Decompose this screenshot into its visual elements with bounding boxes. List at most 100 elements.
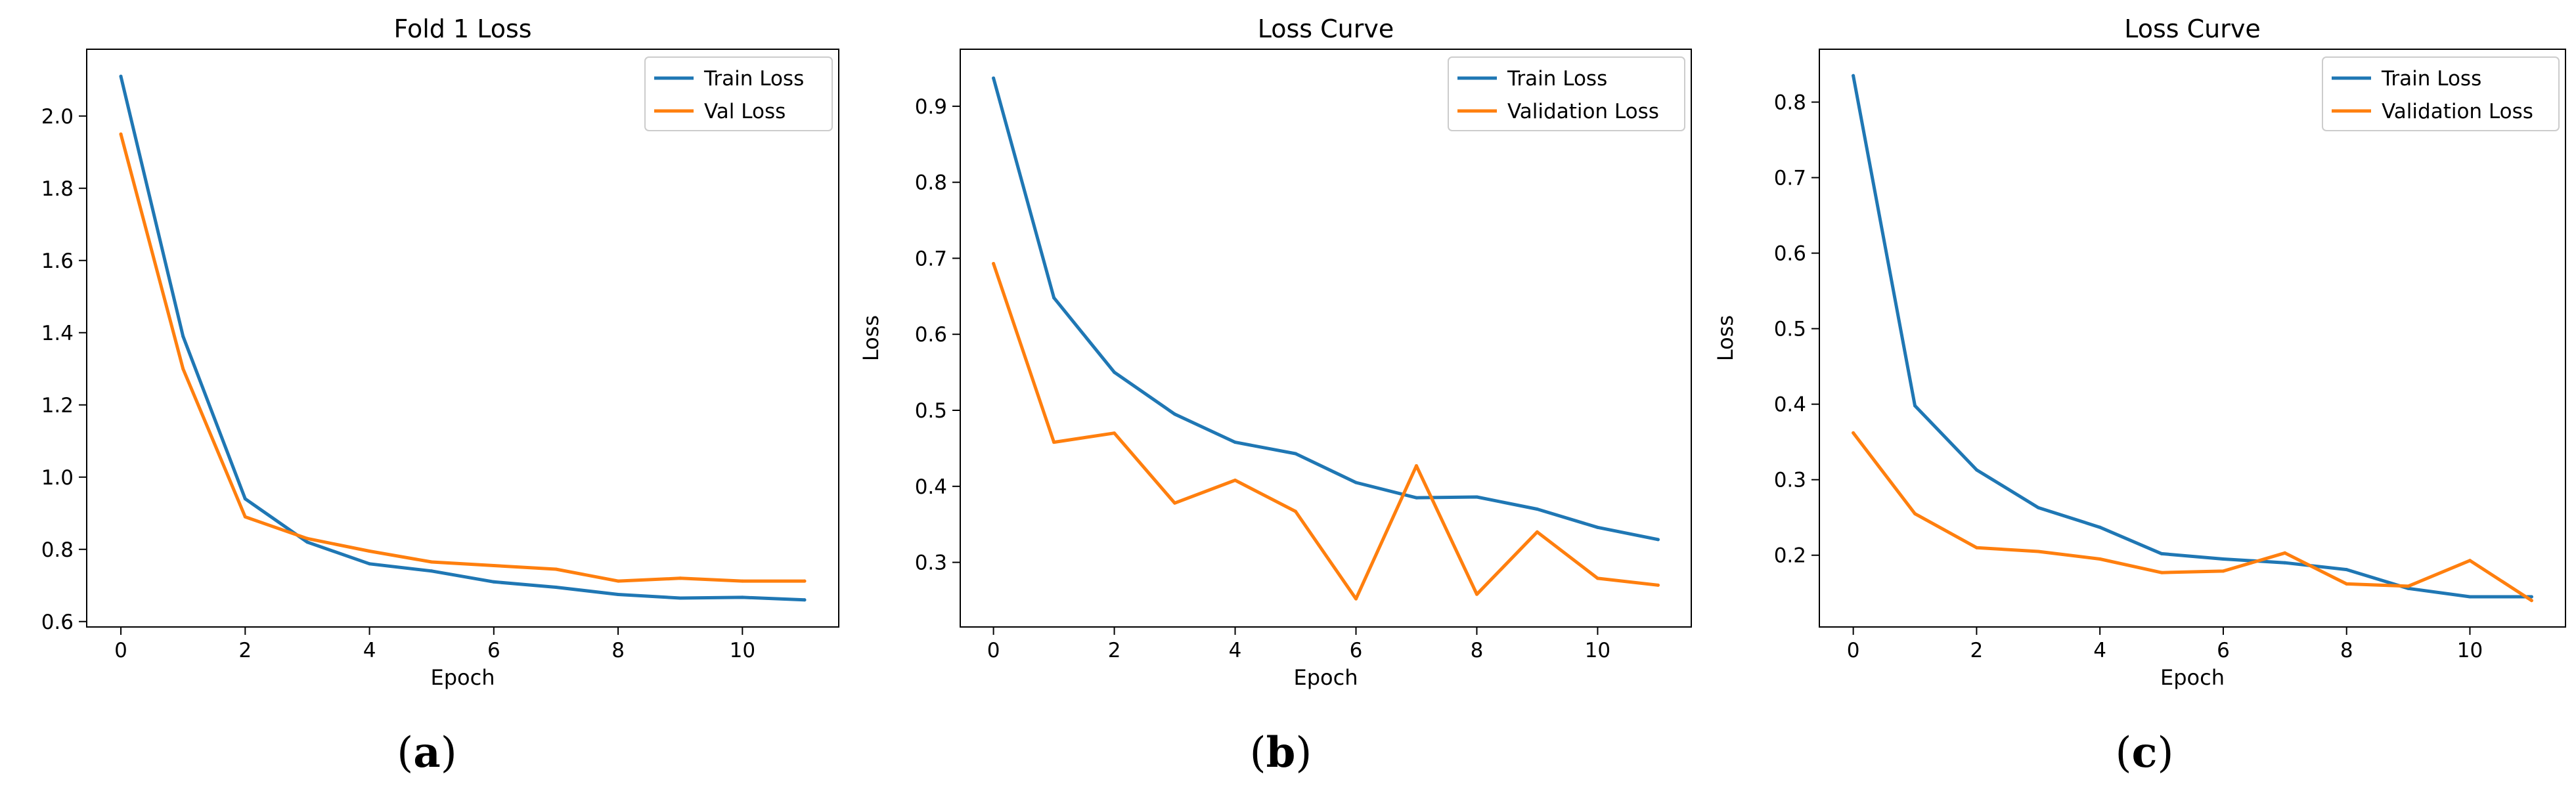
data-point — [1595, 525, 1599, 529]
data-point — [2468, 559, 2472, 563]
series-line-1 — [119, 132, 807, 583]
x-tick-label: 4 — [2093, 639, 2106, 662]
data-point — [368, 562, 372, 566]
data-point — [1852, 431, 1855, 435]
data-point — [678, 596, 682, 600]
legend: Train Loss Validation Loss — [2322, 56, 2560, 131]
data-point — [430, 569, 433, 573]
data-point — [119, 132, 123, 136]
x-tick-label: 0 — [1847, 639, 1860, 662]
data-point — [1656, 538, 1660, 542]
data-point — [1414, 464, 1418, 468]
data-point — [2407, 584, 2410, 588]
y-tick-label: 0.5 — [1774, 318, 1806, 341]
caption-close-paren: ) — [1295, 729, 1312, 777]
y-tick-label: 0.6 — [41, 611, 74, 634]
x-tick-label: 8 — [611, 639, 625, 662]
data-point — [1052, 296, 1056, 300]
y-axis-label: Loss — [1713, 315, 1738, 361]
data-point — [1595, 576, 1599, 580]
y-axis-label: Loss — [858, 315, 883, 361]
y-tick-label: 2.0 — [41, 105, 74, 129]
y-tick-label: 0.4 — [1774, 393, 1806, 417]
panel-caption: (b) — [1250, 728, 1312, 777]
data-point — [803, 579, 807, 583]
data-point — [305, 540, 309, 544]
legend: Train Loss Val Loss — [644, 56, 833, 131]
x-tick-label: 6 — [1350, 639, 1363, 662]
panel-caption: (a) — [397, 728, 456, 777]
data-point — [368, 549, 372, 553]
chart-title: Loss Curve — [1258, 14, 1394, 43]
data-point — [616, 593, 620, 596]
legend-label: Train Loss — [703, 67, 804, 91]
caption-close-paren: ) — [441, 729, 457, 777]
data-point — [1113, 370, 1117, 374]
data-point — [2468, 595, 2472, 599]
x-tick-label: 10 — [730, 639, 755, 662]
data-point — [740, 579, 744, 583]
data-point — [1173, 412, 1177, 416]
chart-0: Fold 1 Loss 0 2 4 6 8 10 0.6 0.8 1.0 1.2 1.4 1.6 1.8 2… — [41, 14, 839, 777]
x-tick-label: 10 — [1585, 639, 1610, 662]
data-point — [1475, 495, 1478, 499]
data-point — [2036, 549, 2040, 553]
data-point — [1414, 496, 1418, 500]
chart-title: Loss Curve — [2124, 14, 2261, 43]
caption-open-paren: ( — [397, 729, 413, 777]
data-point — [1535, 507, 1539, 511]
x-tick-label: 4 — [1229, 639, 1242, 662]
chart-title: Fold 1 Loss — [393, 14, 531, 43]
y-tick-label: 0.7 — [915, 247, 947, 270]
x-axis-label: Epoch — [1294, 665, 1358, 690]
data-point — [1913, 404, 1917, 408]
legend-label: Validation Loss — [1507, 100, 1659, 123]
x-tick-label: 0 — [987, 639, 1000, 662]
data-point — [305, 536, 309, 540]
y-tick-label: 0.8 — [915, 171, 947, 195]
caption-letter: a — [413, 728, 440, 777]
data-point — [181, 334, 185, 338]
data-point — [1852, 74, 1855, 77]
x-tick-label: 6 — [487, 639, 500, 662]
data-point — [2160, 571, 2164, 574]
y-tick-label: 0.6 — [915, 323, 947, 347]
y-tick-label: 0.6 — [1774, 242, 1806, 266]
legend-label: Train Loss — [2381, 67, 2481, 91]
caption-open-paren: ( — [2116, 729, 2132, 777]
data-point — [2221, 569, 2225, 573]
legend-box — [1448, 56, 1685, 131]
series-line-1 — [992, 262, 1660, 601]
y-tick-label: 1.8 — [41, 177, 74, 201]
data-point — [1354, 481, 1358, 485]
legend: Train Loss Validation Loss — [1448, 56, 1685, 131]
data-point — [2345, 582, 2349, 586]
data-point — [2036, 506, 2040, 509]
data-point — [2283, 561, 2287, 565]
axes-frame — [960, 49, 1692, 628]
legend-label: Val Loss — [704, 100, 786, 123]
data-point — [492, 564, 496, 567]
axes-frame — [1819, 49, 2566, 628]
x-tick-label: 2 — [1970, 639, 1984, 662]
data-point — [2221, 557, 2225, 561]
y-tick-label: 0.4 — [915, 475, 947, 499]
series-line-1 — [1852, 431, 2533, 603]
data-point — [2160, 551, 2164, 555]
data-point — [1173, 501, 1177, 505]
data-point — [181, 367, 185, 371]
chart-2: Loss Curve 0 2 4 6 8 10 0.2 0.3 0.4 0.5 0.6 0.7 0.8 Ep… — [1713, 14, 2566, 777]
legend-label: Validation Loss — [2382, 100, 2533, 123]
x-axis-label: Epoch — [2160, 665, 2225, 690]
caption-letter: b — [1266, 728, 1296, 777]
caption-letter: c — [2132, 728, 2158, 777]
data-point — [554, 586, 558, 589]
data-point — [243, 515, 247, 519]
x-axis-label: Epoch — [431, 665, 495, 690]
data-point — [2529, 595, 2533, 599]
y-tick-label: 1.4 — [41, 322, 74, 345]
data-point — [430, 560, 433, 564]
data-point — [2098, 557, 2102, 561]
data-point — [2098, 525, 2102, 529]
panel-caption: (c) — [2116, 728, 2174, 777]
